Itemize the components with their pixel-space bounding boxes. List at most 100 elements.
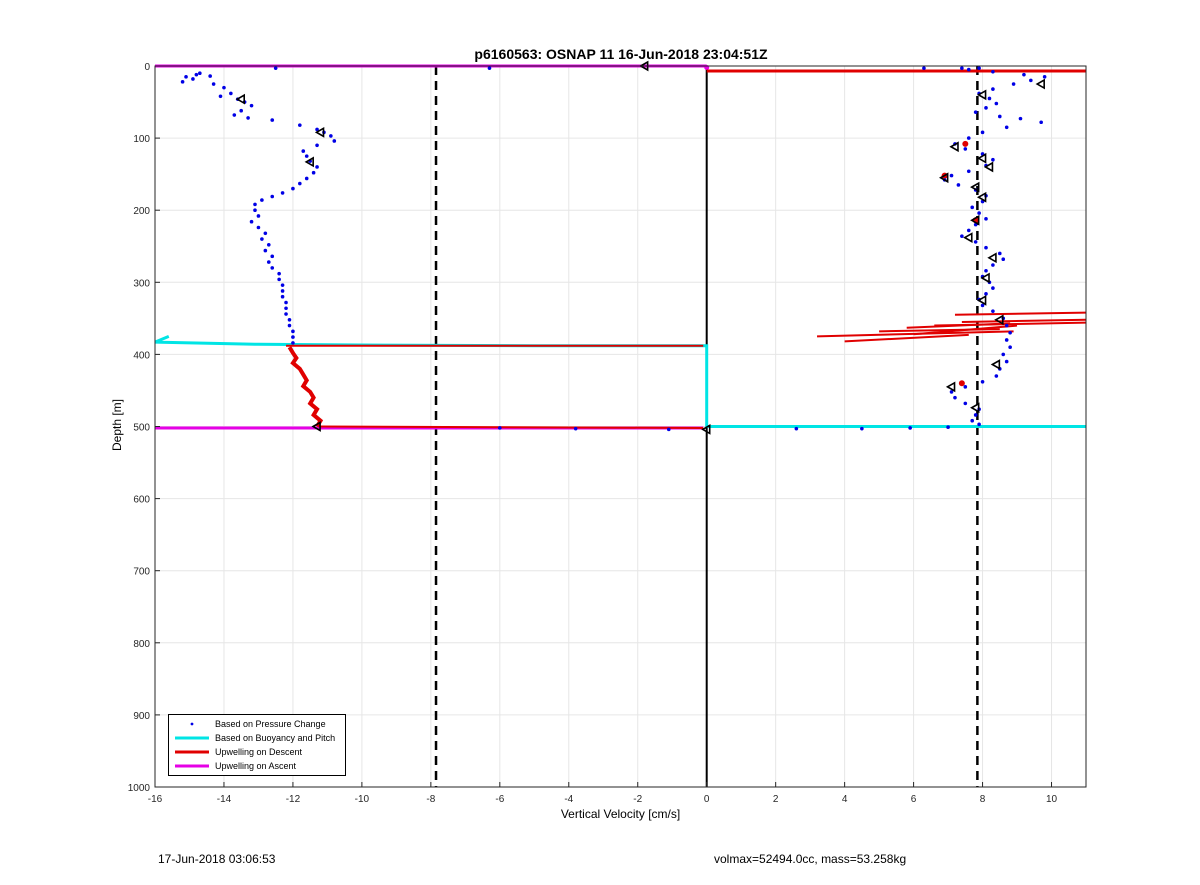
pressure-point bbox=[966, 136, 971, 140]
pressure-point bbox=[991, 157, 995, 162]
triangle-marker bbox=[976, 191, 987, 203]
chart-title: p6160563: OSNAP 11 16-Jun-2018 23:04:51Z bbox=[474, 46, 768, 62]
pressure-point bbox=[280, 283, 285, 287]
y-axis-ticks: 0 100 200 300 400 500 600 700 800 900 1000 bbox=[128, 62, 160, 794]
pressure-point bbox=[1004, 338, 1009, 342]
legend-item-ascent: Upwelling on Ascent bbox=[169, 760, 345, 773]
pressure-point bbox=[270, 118, 275, 122]
triangle-marker bbox=[976, 294, 987, 306]
pressure-point bbox=[1011, 82, 1016, 86]
pressure-point bbox=[970, 418, 975, 423]
footer-info: volmax=52494.0cc, mass=53.258kg bbox=[714, 852, 907, 866]
pressure-point bbox=[291, 335, 295, 339]
pressure-point bbox=[184, 75, 188, 79]
legend-item-pressure: Based on Pressure Change bbox=[169, 718, 345, 731]
pressure-point bbox=[280, 289, 285, 293]
y-tick-label: 100 bbox=[133, 134, 150, 145]
x-tick-label: -10 bbox=[355, 794, 370, 805]
triangle-marker bbox=[987, 252, 997, 264]
pressure-point bbox=[573, 426, 578, 431]
pressure-point bbox=[994, 374, 999, 378]
pressure-point bbox=[977, 211, 981, 215]
y-tick-label: 900 bbox=[133, 711, 150, 722]
pressure-point bbox=[973, 413, 978, 417]
pressure-point bbox=[966, 228, 971, 233]
pressure-point bbox=[284, 300, 288, 305]
pressure-point bbox=[1004, 323, 1009, 328]
y-tick-label: 600 bbox=[133, 495, 150, 506]
triangle-marker bbox=[970, 181, 980, 193]
pressure-point bbox=[966, 67, 971, 72]
pressure-point bbox=[218, 94, 223, 99]
pressure-point bbox=[960, 234, 964, 238]
pressure-point bbox=[263, 248, 268, 253]
pressure-point bbox=[191, 77, 195, 81]
triangle-marker bbox=[1035, 78, 1045, 90]
pressure-point bbox=[260, 237, 264, 241]
pressure-point bbox=[229, 91, 233, 96]
pressure-point bbox=[966, 169, 971, 174]
pressure-point bbox=[963, 401, 968, 406]
pressure-point bbox=[991, 286, 995, 290]
legend-label: Based on Buoyancy and Pitch bbox=[215, 733, 336, 743]
pressure-point bbox=[487, 66, 492, 70]
x-tick-label: -14 bbox=[217, 794, 232, 805]
y-tick-label: 300 bbox=[133, 278, 150, 289]
y-axis-label: Depth [m] bbox=[110, 398, 124, 452]
pressure-point bbox=[984, 245, 988, 250]
legend-line-icon bbox=[175, 764, 209, 768]
pressure-point bbox=[991, 69, 995, 74]
pressure-point bbox=[994, 101, 999, 106]
pressure-point bbox=[287, 317, 292, 322]
y-tick-label: 800 bbox=[133, 639, 150, 650]
pressure-point bbox=[270, 266, 275, 270]
triangle-marker bbox=[976, 89, 987, 101]
pressure-point bbox=[249, 219, 254, 224]
pressure-point bbox=[253, 208, 257, 212]
pressure-point bbox=[266, 260, 271, 264]
triangle-marker bbox=[235, 93, 246, 105]
pressure-point bbox=[977, 66, 981, 70]
pressure-point bbox=[291, 186, 295, 191]
pressure-point bbox=[1029, 78, 1033, 83]
buoyancy-pitch-line bbox=[154, 334, 1086, 428]
triangle-marker bbox=[939, 172, 949, 184]
triangle-marker bbox=[945, 381, 956, 393]
data-series bbox=[154, 60, 1087, 435]
pressure-point bbox=[984, 217, 988, 221]
x-tick-label: -2 bbox=[633, 794, 642, 805]
legend: Based on Pressure Change Based on Buoyan… bbox=[168, 714, 346, 776]
pressure-point bbox=[284, 312, 288, 316]
pressure-point bbox=[794, 426, 799, 431]
descent-profile-line bbox=[287, 346, 324, 428]
pressure-point bbox=[291, 329, 295, 334]
pressure-point bbox=[263, 231, 268, 236]
x-tick-label: -6 bbox=[495, 794, 504, 805]
triangle-marker bbox=[976, 152, 987, 164]
pressure-point bbox=[860, 426, 864, 431]
pressure-point bbox=[1004, 125, 1009, 130]
pressure-point bbox=[249, 103, 254, 108]
pressure-point bbox=[1008, 330, 1012, 335]
x-tick-label: 2 bbox=[773, 794, 779, 805]
pressure-point bbox=[329, 134, 333, 138]
pressure-point bbox=[222, 85, 226, 90]
x-tick-label: 0 bbox=[704, 794, 710, 805]
pressure-point bbox=[960, 66, 964, 70]
triangle-marker bbox=[311, 421, 321, 432]
pressure-point bbox=[991, 87, 995, 91]
pressure-point bbox=[1008, 345, 1012, 349]
triangle-marker bbox=[701, 424, 711, 435]
pressure-point bbox=[977, 422, 981, 427]
pressure-point bbox=[984, 106, 988, 110]
x-tick-label: -16 bbox=[148, 794, 163, 805]
pressure-point bbox=[997, 114, 1002, 119]
pressure-point bbox=[211, 82, 216, 86]
pressure-point bbox=[291, 341, 295, 345]
triangle-marker bbox=[963, 232, 973, 243]
pressure-point bbox=[232, 113, 237, 117]
pressure-point bbox=[280, 191, 285, 195]
triangle-marker bbox=[990, 359, 1001, 370]
pressure-point bbox=[970, 205, 975, 210]
x-axis-label: Vertical Velocity [cm/s] bbox=[560, 807, 681, 821]
